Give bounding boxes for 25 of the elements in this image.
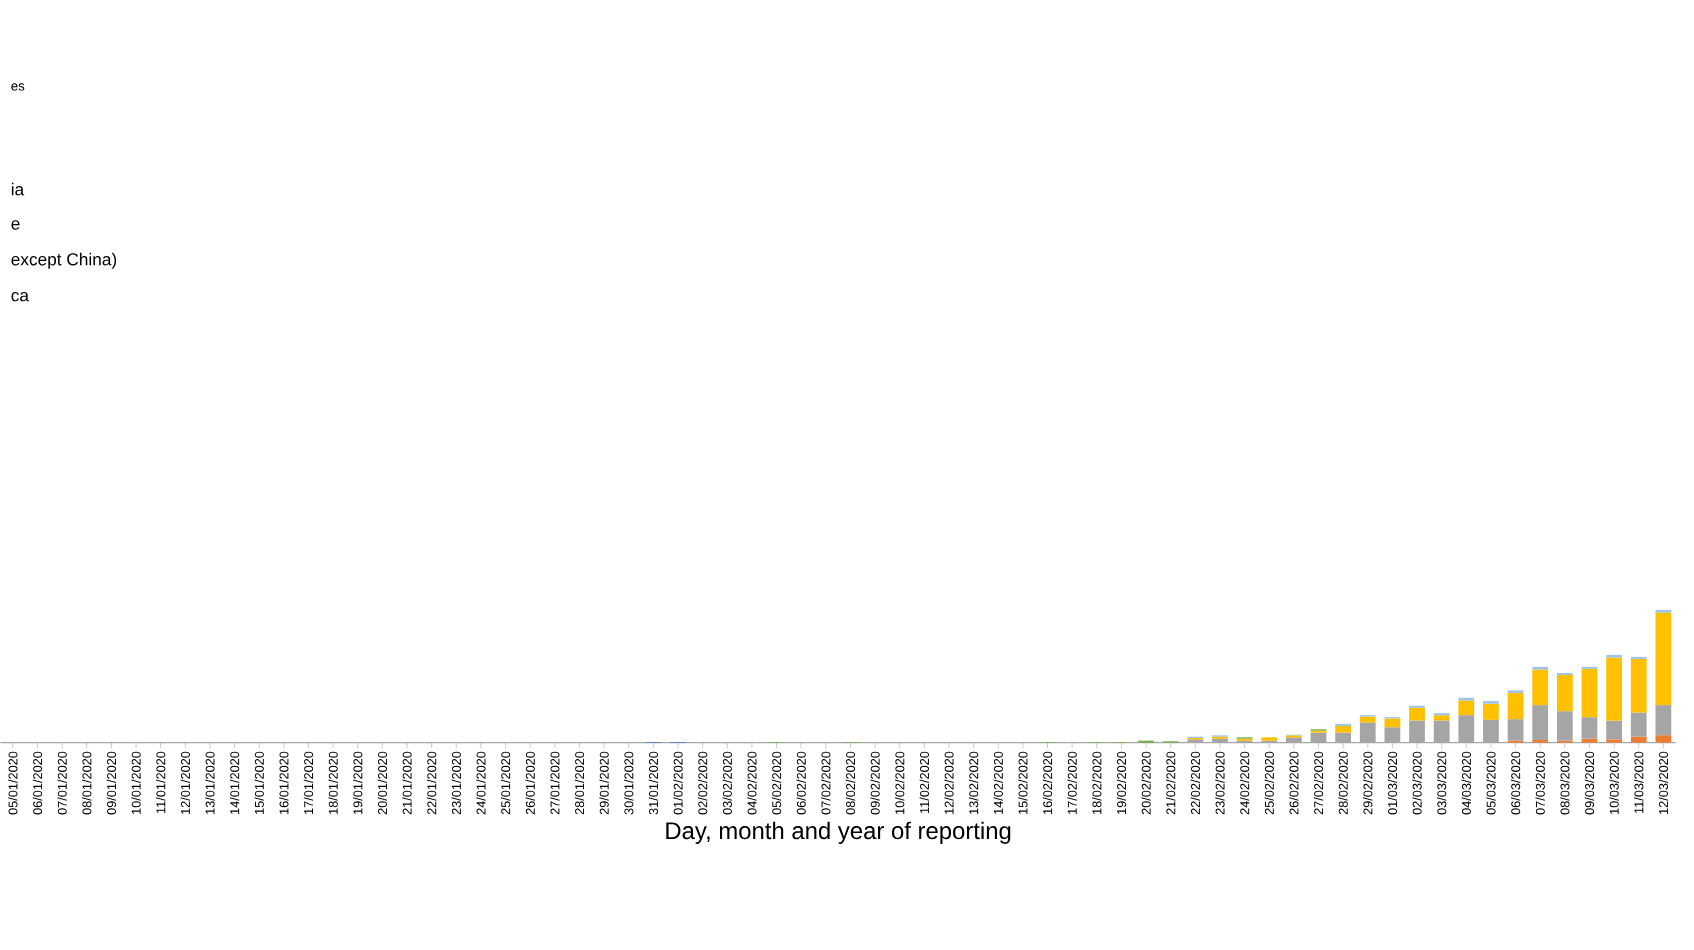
bar [1409,707,1425,721]
bar [1483,703,1499,720]
text: ca [11,292,29,302]
bar [1384,718,1401,728]
bar [1359,716,1376,723]
x-axis-title: Day, month and year of reporting [666,821,1011,845]
bar [1630,659,1647,713]
bar [1556,675,1573,712]
bar [1433,715,1450,721]
text: e [11,220,20,230]
bar [1630,736,1647,743]
bar [1655,612,1672,706]
bar [1630,712,1647,737]
bar [1606,657,1622,721]
bar [1458,700,1475,716]
bar [1655,705,1672,736]
bar [1606,720,1622,740]
bar [1655,735,1672,743]
text: ia [11,182,25,196]
bar [1532,669,1549,706]
text: except China) [11,252,117,269]
bar [1507,693,1524,720]
bar [1581,717,1598,739]
bar [1335,726,1351,733]
bar [1581,668,1598,718]
